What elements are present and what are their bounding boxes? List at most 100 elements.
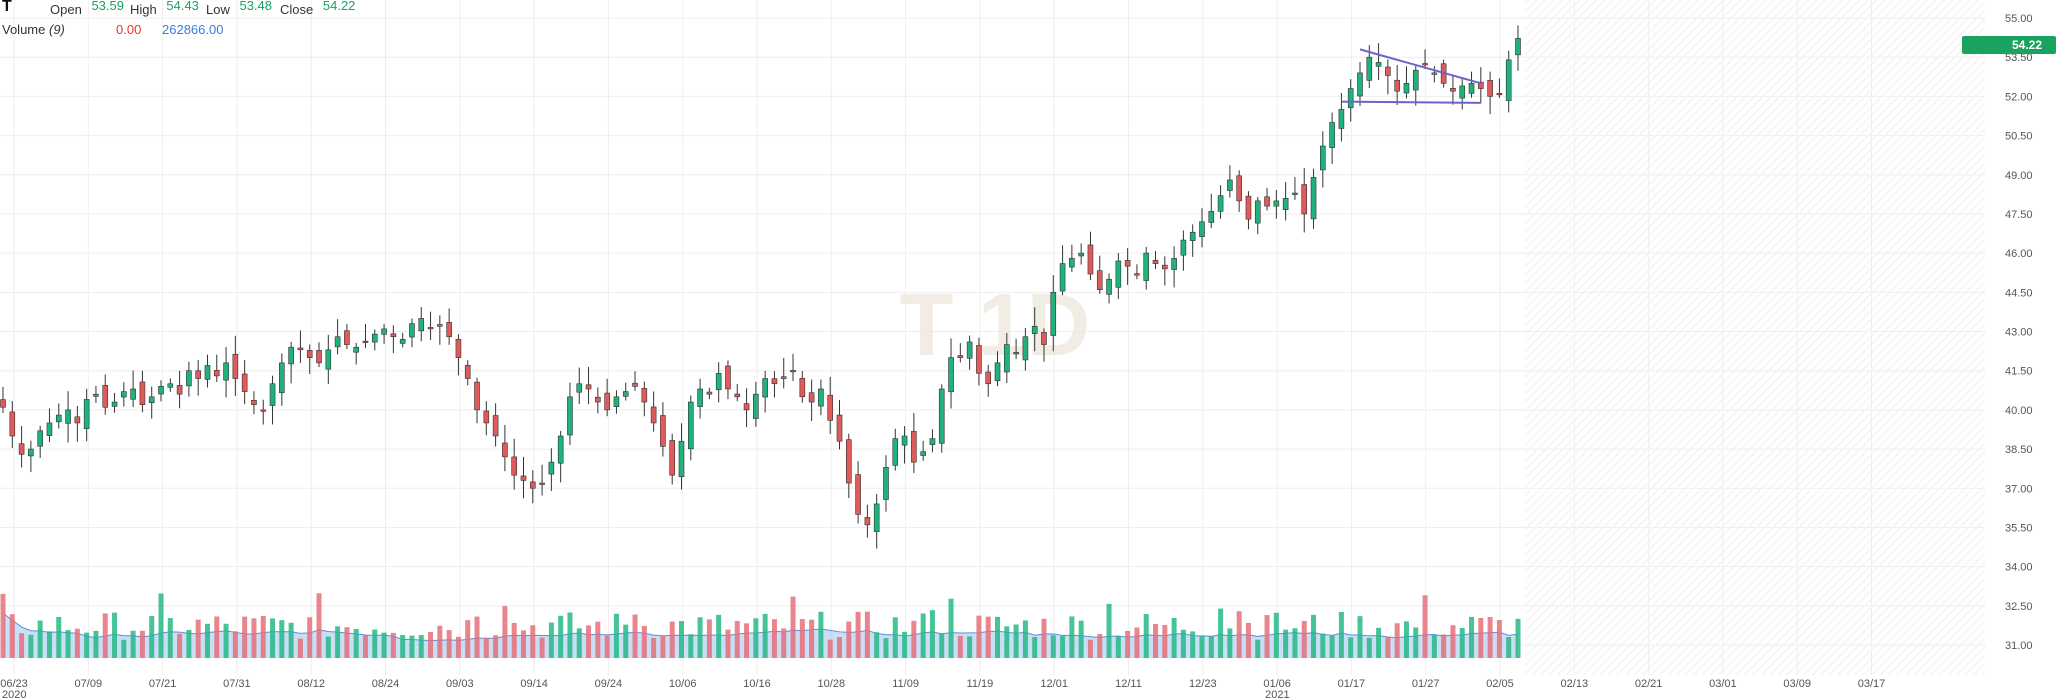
y-tick-label: 32.50 [2005,601,2033,613]
candle [446,322,452,338]
volume-bar [641,625,647,658]
volume-bar [149,616,155,658]
candle [213,369,220,377]
volume-bar [1292,628,1298,658]
volume-bar [1376,627,1382,658]
high-group: High 54.43 [130,0,199,17]
volume-bar [706,619,712,658]
volume-bar [1097,633,1103,658]
volume-bar [474,616,480,658]
candle [93,393,99,397]
candle [288,346,294,365]
x-tick-label: 07/09 [75,678,103,690]
candle [1059,263,1066,292]
candle [938,388,945,444]
volume-bar [985,616,991,658]
candle [864,517,871,526]
candle [1468,83,1475,94]
watermark: T 1D [900,275,1091,374]
volume-bar [186,629,192,658]
x-tick-year: 2020 [2,689,26,700]
x-tick-label: 10/16 [743,678,771,690]
volume-bar [511,622,517,658]
volume-bar [995,616,1001,658]
volume-bar [957,635,963,658]
high-value: 54.43 [166,0,199,13]
volume-bar [74,628,80,658]
volume-bar [400,635,406,658]
candle [279,362,285,394]
volume-bar [1320,633,1326,658]
candle [994,362,1001,382]
candle [1478,81,1484,89]
candle [585,384,592,390]
volume-ma-area [3,613,1518,658]
candle [483,410,490,424]
volume-bar [864,611,870,658]
candle [1134,273,1140,276]
x-tick-label: 09/03 [446,678,474,690]
volume-bar [688,634,694,658]
volume-bar [604,635,610,658]
volume-bar [204,623,210,658]
volume-bar [678,621,684,658]
volume-bar [586,625,592,658]
candle [669,440,676,476]
candle [557,435,564,464]
candle [65,409,71,424]
volume-bar [567,612,573,658]
volume-bar [28,634,34,658]
candle [18,443,25,455]
volume-label: Volume [2,22,46,37]
triangle-pattern-lines[interactable] [1341,48,1482,104]
volume-bar [1357,616,1363,658]
volume-ma-value: 262866.00 [162,22,224,37]
candle [911,431,917,463]
candle [371,333,378,343]
volume-bar [1394,623,1400,658]
volume-bar [1385,636,1391,658]
candle [1004,344,1010,373]
candle [567,396,573,436]
candle [241,373,248,392]
volume-bar [902,631,908,658]
volume-bar [1162,625,1168,658]
volume-bar [1478,617,1484,658]
candle [1115,260,1122,288]
last-price-badge: 54.22 [1962,36,2056,54]
x-tick-label: 09/14 [520,678,548,690]
lower-trendline[interactable] [1341,100,1481,104]
x-tick-label: 03/09 [1783,678,1811,690]
candle [976,345,982,374]
candle [381,328,387,335]
volume-bar [167,618,173,658]
upper-trendline[interactable] [1359,48,1482,85]
candle [1050,292,1057,336]
volume-bar [697,617,703,658]
y-tick-label: 46.00 [2005,248,2033,260]
volume-bar [335,626,341,658]
candle [883,467,889,500]
volume-bar [1069,616,1075,658]
volume-bar [1115,636,1121,658]
volume-bar [1050,635,1056,658]
candle [1366,56,1373,81]
volume-bar [232,631,238,658]
candle [1496,93,1503,96]
candle [437,324,443,327]
candle [799,377,806,398]
volume-bar [177,633,183,658]
candle [808,392,815,403]
candle [1459,85,1466,99]
volume-bar [855,611,861,658]
volume-bar [1180,629,1186,658]
volume-bar [1403,621,1409,658]
candle [74,416,81,424]
volume-bar [725,629,731,658]
volume-bar [1450,625,1456,658]
volume-period: (9) [49,22,65,37]
volume-bar [558,615,564,658]
volume-bar [1506,636,1512,658]
low-group: Low 53.48 [206,0,272,17]
